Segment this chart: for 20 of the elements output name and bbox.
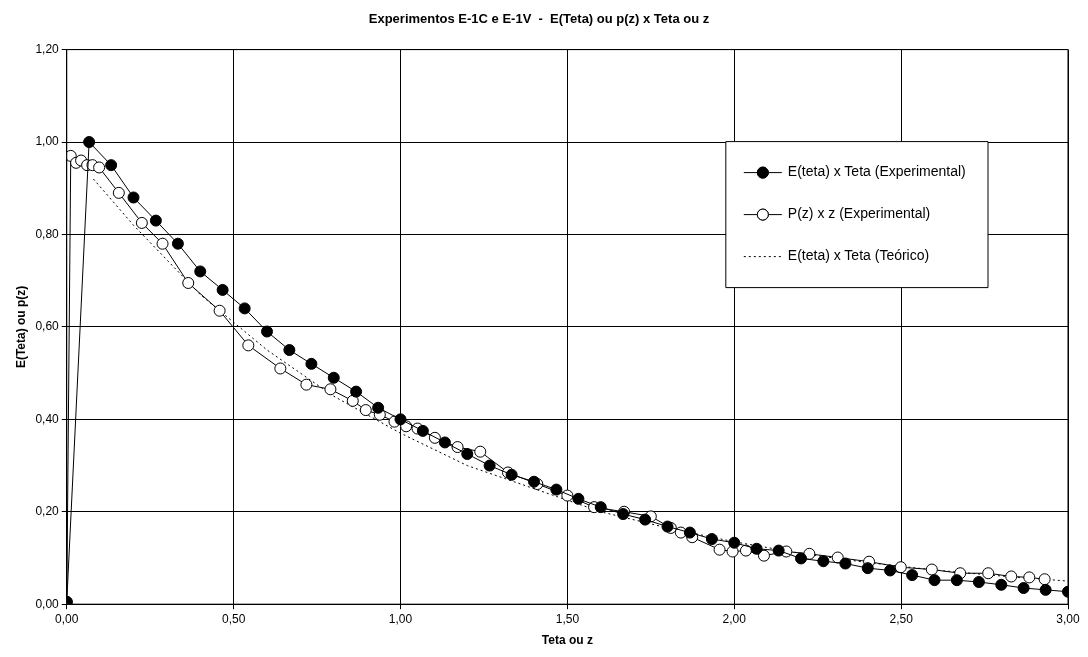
x-tick-label: 0,50	[221, 611, 246, 626]
x-axis-title: Teta ou z	[541, 633, 593, 648]
x-tick-label: 2,50	[889, 611, 914, 626]
chart-title: Experimentos E-1C e E-1V - E(Teta) ou p(z) x Teta ou z	[368, 11, 710, 27]
x-tick-label: 1,50	[555, 611, 580, 626]
legend-label: P(z) x z (Experimental)	[787, 205, 931, 222]
y-tick-label: 0,40	[35, 411, 60, 426]
y-tick-label: 0,60	[35, 319, 60, 334]
y-tick-label: 0,20	[35, 504, 60, 519]
y-tick-label: 0,00	[35, 596, 60, 611]
x-tick-label: 1,00	[388, 611, 413, 626]
x-tick-label: 2,00	[722, 611, 747, 626]
y-tick-label: 0,80	[35, 226, 60, 241]
x-tick-label: 0,00	[55, 611, 79, 626]
y-tick-label: 1,20	[35, 41, 60, 56]
y-tick-label: 1,00	[35, 134, 60, 149]
y-axis-title: E(Teta) ou p(z)	[13, 285, 28, 369]
legend-label: E(teta) x Teta (Experimental)	[787, 163, 966, 180]
legend-label: E(teta) x Teta (Teórico)	[787, 247, 930, 264]
x-tick-label: 3,00	[1056, 611, 1080, 626]
